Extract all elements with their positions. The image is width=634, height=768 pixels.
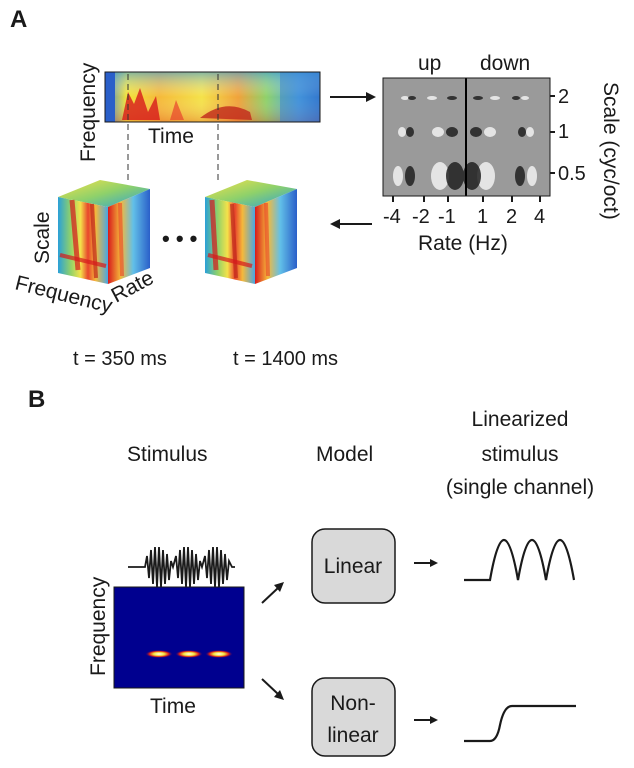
time-label-1400: t = 1400 ms [233,348,338,370]
nonlinear-model-box [311,677,396,757]
cube-t350 [58,180,150,284]
rate-axis-label: Rate (Hz) [418,232,508,255]
label-up: up [418,52,441,75]
tone-burst-2 [175,650,203,658]
spectrogram-ylabel: Frequency [77,62,100,162]
linear-output-trace [464,538,576,582]
arrow-to-linear [261,587,279,604]
tone-burst-1 [145,650,173,658]
filter-bank [382,77,551,197]
linearized-title-1: Linearized [472,408,569,431]
stimulus-xlabel: Time [150,695,196,718]
stimulus-title: Stimulus [127,443,208,466]
arrow-to-nonlinear [261,678,279,695]
stimulus-spectrogram [113,586,245,689]
rate-tick-neg1: -1 [438,206,456,228]
linear-model-box [311,528,396,604]
rate-tick-2: 2 [506,206,517,228]
nonlinear-model-label-1: Non- [330,692,376,715]
label-down: down [480,52,530,75]
tone-burst-3 [205,650,233,658]
linearized-title-3: (single channel) [446,476,594,499]
cube-scale-label: Scale [31,211,54,264]
rate-tick-4: 4 [534,206,545,228]
nonlinear-model-label-2: linear [327,724,378,747]
scale-tick-0-5: 0.5 [558,163,586,185]
time-label-350: t = 350 ms [73,348,167,370]
nonlinear-output-trace [464,704,576,743]
panel-b-letter: B [28,386,45,413]
stimulus-waveform [128,546,235,588]
rate-tick-1: 1 [477,206,488,228]
spectrogram [104,71,321,123]
rate-ticks [392,196,541,202]
model-title: Model [316,443,373,466]
cube-t1400 [205,180,297,284]
rate-tick-neg2: -2 [412,206,430,228]
scale-tick-1: 1 [558,121,569,143]
rate-tick-neg4: -4 [383,206,401,228]
spectrogram-xlabel: Time [148,125,194,148]
stimulus-ylabel: Frequency [87,576,110,676]
scale-axis-label: Scale (cyc/oct) [599,82,622,220]
scale-tick-2: 2 [558,86,569,108]
panel-a-letter: A [10,6,27,33]
linear-model-label: Linear [324,555,382,578]
scale-ticks [550,95,555,174]
linearized-title-2: stimulus [481,443,558,466]
ellipsis: • • • [162,226,197,251]
